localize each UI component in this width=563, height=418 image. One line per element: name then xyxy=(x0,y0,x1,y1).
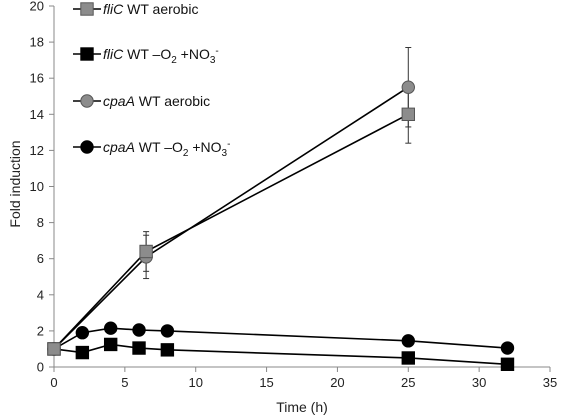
legend: fliC WT aerobic fliC WT –O2 +NO3- cpaA WT … xyxy=(73,1,230,159)
y-tick-label: 10 xyxy=(30,179,44,194)
y-tick-label: 8 xyxy=(37,215,44,230)
x-tick-label: 10 xyxy=(188,375,202,390)
y-tick-label: 2 xyxy=(37,323,44,338)
y-tick-label: 14 xyxy=(30,107,44,122)
x-tick-label: 25 xyxy=(401,375,415,390)
y-tick-label: 12 xyxy=(30,143,44,158)
data-point xyxy=(160,343,175,357)
x-tick-label: 35 xyxy=(543,375,557,390)
data-point xyxy=(132,323,146,337)
legend-label: cpaA WT –O2 +NO3- xyxy=(103,139,230,159)
x-tick-label: 20 xyxy=(330,375,344,390)
legend-label: cpaA WT aerobic xyxy=(103,93,210,109)
data-point xyxy=(401,351,415,365)
legend-label: fliC WT –O2 +NO3- xyxy=(103,46,219,66)
x-tick-label: 5 xyxy=(121,375,128,390)
data-point xyxy=(47,342,61,356)
x-tick-label: 0 xyxy=(50,375,57,390)
data-point xyxy=(500,341,515,355)
y-axis-title: Fold induction xyxy=(7,140,23,227)
x-axis-title: Time (h) xyxy=(276,399,328,415)
y-tick-label: 6 xyxy=(37,251,44,266)
series-line xyxy=(53,86,409,350)
y-tick-label: 4 xyxy=(37,287,44,302)
legend-marker xyxy=(80,140,94,154)
data-point xyxy=(103,337,118,352)
data-point xyxy=(75,326,90,340)
x-tick-label: 15 xyxy=(259,375,273,390)
y-tick-label: 18 xyxy=(30,35,44,50)
data-point xyxy=(401,80,415,94)
data-point xyxy=(500,357,515,371)
series-line xyxy=(53,343,508,366)
legend-marker xyxy=(80,94,94,108)
plot-area xyxy=(47,47,515,371)
axes: 0 5 10 15 20 25 30 35 0 2 4 6 8 10 12 14 16 18 20 xyxy=(30,0,558,390)
data-point xyxy=(103,321,118,335)
legend-label: fliC WT aerobic xyxy=(103,1,198,17)
legend-marker xyxy=(80,47,94,61)
data-point xyxy=(75,345,90,360)
data-point xyxy=(139,244,153,259)
y-tick-label: 20 xyxy=(30,0,44,14)
x-tick-label: 30 xyxy=(472,375,486,390)
data-point xyxy=(401,334,415,348)
legend-marker xyxy=(80,2,94,16)
data-point xyxy=(160,324,175,338)
data-point xyxy=(401,107,415,121)
y-tick-label: 0 xyxy=(37,360,44,375)
data-point xyxy=(132,341,146,355)
y-tick-label: 16 xyxy=(30,71,44,86)
